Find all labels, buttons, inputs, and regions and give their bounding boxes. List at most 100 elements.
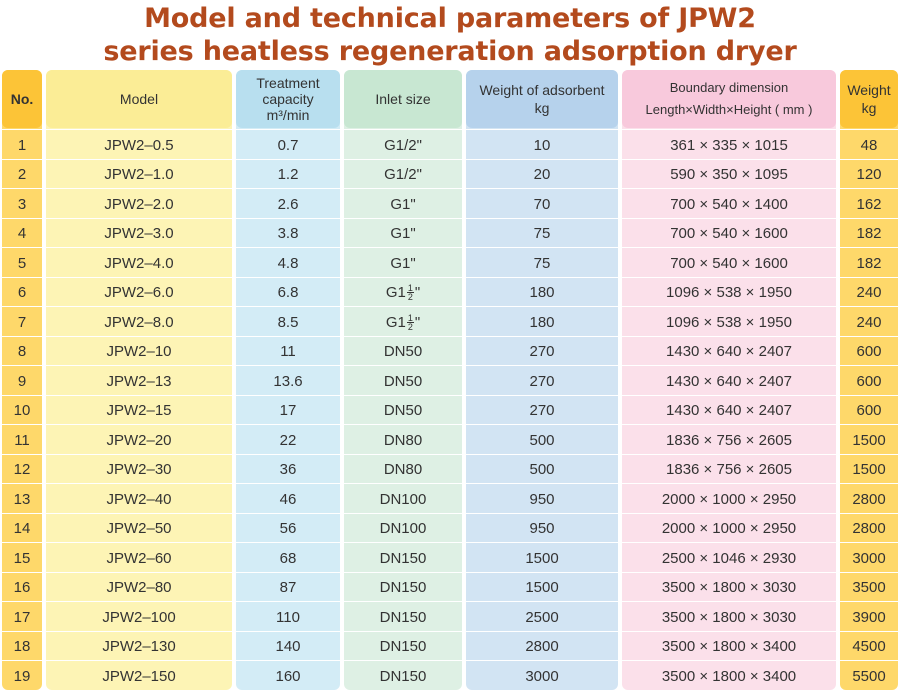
- cell-capacity: 56: [279, 520, 297, 537]
- cell-capacity: 68: [279, 549, 297, 567]
- row-divider: [0, 512, 900, 514]
- cell-capacity: 2.6: [277, 195, 299, 213]
- cell-no: 7: [17, 313, 27, 331]
- cell-inlet: G1 1 2 ": [385, 312, 421, 332]
- row-divider: [0, 335, 900, 337]
- row-divider: [0, 601, 900, 602]
- cell-weight: 600: [856, 402, 882, 419]
- cell-dimension: 3500 × 1800 × 3400: [661, 638, 797, 655]
- cell-dimension: 3500 × 1800 × 3030: [661, 608, 797, 626]
- cell-no: 4: [17, 225, 27, 242]
- cell-weight: 120: [856, 166, 882, 183]
- cell-dimension: 1096 × 538 × 1950: [666, 284, 792, 301]
- cell-no: 6: [17, 284, 27, 301]
- cell-model: JPW2–30: [106, 461, 172, 478]
- cell-adsorbent: 180: [529, 284, 555, 301]
- cell-inlet: DN100: [379, 520, 427, 537]
- cell-no: 15: [13, 549, 31, 567]
- row-divider: [0, 660, 900, 661]
- cell-capacity: 1.2: [277, 166, 299, 183]
- cell-weight: 1500: [852, 431, 886, 449]
- cell-no: 14: [13, 520, 31, 537]
- cell-adsorbent: 2500: [525, 608, 559, 626]
- column-capacity: [236, 70, 340, 690]
- cell-weight: 3000: [852, 549, 886, 567]
- cell-model: JPW2–50: [106, 520, 172, 537]
- cell-weight: 4500: [852, 638, 886, 655]
- cell-dimension: 3500 × 1800 × 3030: [661, 579, 797, 596]
- header-inlet-label: Inlet size: [375, 91, 431, 107]
- cell-inlet: DN100: [379, 490, 427, 508]
- cell-adsorbent: 950: [529, 520, 555, 537]
- cell-inlet: G1/2": [384, 166, 422, 183]
- cell-model: JPW2–40: [106, 490, 172, 508]
- cell-no: 17: [13, 608, 31, 626]
- cell-no: 8: [17, 343, 27, 360]
- cell-weight: 162: [856, 195, 882, 213]
- cell-capacity: 13.6: [273, 372, 303, 390]
- page-title: Model and technical parameters of JPW2 s…: [0, 2, 900, 68]
- cell-no: 19: [13, 667, 31, 685]
- cell-weight: 48: [860, 136, 878, 154]
- cell-dimension: 3500 × 1800 × 3400: [661, 667, 797, 685]
- cell-capacity: 160: [275, 667, 301, 685]
- cell-inlet: G1/2": [384, 136, 422, 154]
- cell-adsorbent: 3000: [525, 667, 559, 685]
- cell-dimension: 1430 × 640 × 2407: [666, 372, 792, 390]
- cell-capacity: 11: [280, 343, 296, 360]
- column-model: [46, 70, 232, 690]
- cell-weight: 1500: [852, 461, 886, 478]
- cell-weight: 182: [856, 254, 882, 272]
- cell-inlet: G1": [390, 225, 416, 242]
- cell-model: JPW2–3.0: [104, 225, 174, 242]
- column-adsorbent: [466, 70, 618, 690]
- cell-weight: 5500: [852, 667, 886, 685]
- cell-capacity: 36: [279, 461, 297, 478]
- cell-adsorbent: 500: [529, 431, 555, 449]
- cell-dimension: 2000 × 1000 × 2950: [661, 490, 797, 508]
- cell-inlet: DN50: [383, 343, 423, 360]
- cell-capacity: 140: [275, 638, 301, 655]
- cell-model: JPW2–4.0: [104, 254, 174, 272]
- cell-model: JPW2–130: [102, 638, 176, 655]
- row-divider: [0, 306, 900, 307]
- cell-no: 13: [13, 490, 31, 508]
- cell-weight: 600: [856, 372, 882, 390]
- header-capacity-label: Treatment capacity: [256, 75, 320, 107]
- cell-dimension: 2000 × 1000 × 2950: [661, 520, 797, 537]
- cell-dimension: 1430 × 640 × 2407: [666, 402, 792, 419]
- cell-no: 3: [17, 195, 27, 213]
- header-dimension-sub: Length×Width×Height ( mm ): [645, 102, 813, 117]
- row-divider: [0, 217, 900, 219]
- cell-model: JPW2–15: [106, 402, 172, 419]
- cell-inlet: DN80: [383, 461, 423, 478]
- cell-capacity: 6.8: [277, 284, 299, 301]
- cell-capacity: 17: [279, 402, 297, 419]
- header-adsorbent-label: Weight of adsorbent: [479, 82, 605, 98]
- header-capacity: Treatment capacity m³/min: [236, 70, 340, 128]
- row-divider: [0, 483, 900, 484]
- cell-inlet: DN80: [383, 431, 423, 449]
- cell-inlet: G1 1 2 ": [385, 283, 421, 302]
- cell-dimension: 361 × 335 × 1015: [670, 136, 788, 154]
- cell-adsorbent: 70: [533, 195, 551, 213]
- cell-model: JPW2–20: [106, 431, 172, 449]
- cell-adsorbent: 10: [533, 136, 551, 154]
- cell-dimension: 1836 × 756 × 2605: [666, 461, 792, 478]
- cell-capacity: 46: [279, 490, 297, 508]
- row-divider: [0, 158, 900, 160]
- cell-adsorbent: 270: [529, 343, 555, 360]
- cell-model: JPW2–13: [106, 372, 172, 390]
- header-model: Model: [46, 70, 232, 128]
- cell-capacity: 0.7: [277, 136, 299, 154]
- cell-capacity: 87: [279, 579, 297, 596]
- header-weight: Weight kg: [840, 70, 898, 128]
- cell-dimension: 700 × 540 × 1600: [670, 254, 788, 272]
- cell-adsorbent: 500: [529, 461, 555, 478]
- cell-dimension: 700 × 540 × 1600: [670, 225, 788, 242]
- cell-capacity: 110: [276, 608, 300, 626]
- header-model-label: Model: [119, 91, 159, 107]
- cell-no: 12: [13, 461, 31, 478]
- row-divider: [0, 188, 900, 189]
- cell-adsorbent: 950: [529, 490, 555, 508]
